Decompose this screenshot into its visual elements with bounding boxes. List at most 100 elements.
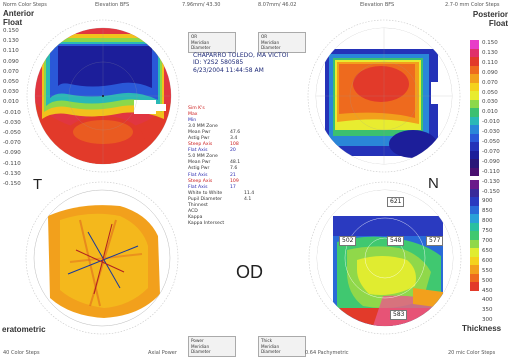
info-line: OR [261,34,268,39]
elevation-center-2: 8.07mm/ 46.02 [258,2,297,8]
anterior-elevation-map[interactable] [22,14,184,176]
stats-row: 5.0 MM Zone [188,154,254,160]
posterior-elevation-map[interactable] [303,14,465,176]
stats-label: Steep Axis [188,142,213,148]
stats-row: Thinnest [188,203,254,209]
info-line: Diameter [191,349,211,354]
stats-label: ACD [188,208,198,214]
left-scale-tick: -0.050 [3,130,21,136]
left-scale-tick: 0.070 [3,68,19,75]
right-scale-swatch [470,222,479,231]
left-scale-tick: -0.010 [3,109,21,116]
right-scale-tick: 750 [482,228,493,235]
stats-row: Mean Pwr 48.1 [188,160,254,166]
right-scale-swatch [470,265,479,274]
stats-row: Astig Pwr 3.4 [188,136,254,142]
right-scale-swatch [470,167,479,176]
info-line: Meridian [191,343,210,349]
right-scale-swatch [470,248,479,257]
stats-label: Astig Pwr [188,136,210,142]
right-scale-swatch [470,65,479,74]
right-scale-tick: 700 [482,238,493,244]
right-scale-tick: 650 [482,247,493,254]
left-scale-tick: -0.090 [3,150,21,157]
patient-id: ID: Y2S2 580585 [193,59,244,67]
right-scale-swatch [470,150,479,159]
right-scale-tick: 550 [482,267,493,274]
footer-center-right: 0.64 Pachymetric [305,350,349,356]
footer-center-left: Axial Power [148,350,177,356]
stats-row: Flat Axis 17 [188,185,254,191]
right-scale-swatch [470,180,479,189]
stats-label: Mean Pwr [188,130,211,136]
info-box-top-right: OR Meridian Diameter [258,32,306,53]
right-scale-swatch [470,40,479,49]
left-scale-tick: 0.090 [3,58,19,65]
keratometric-label: eratometric [2,325,46,334]
info-line: Thick [261,338,273,343]
right-scale-swatch [470,188,479,197]
stats-label: 3.0 MM Zone [188,124,218,130]
keratometric-map[interactable] [20,176,184,340]
left-scale-tick: 0.010 [3,99,19,106]
right-scale-swatch [470,159,479,168]
nasal-label: N [428,175,439,192]
right-scale-swatch [470,57,479,66]
info-line: Meridian [261,343,280,349]
stats-row: Flat Axis 21 [188,173,254,179]
right-scale-title: 2.7-0 mm Color Steps [445,2,500,8]
info-box-top-left: OR Meridian Diameter [188,32,236,53]
stats-value-secondary: 4.1 [244,196,252,202]
stats-value: 20 [230,148,236,154]
right-scale-swatch [470,256,479,265]
right-scale-tick: -0.070 [482,148,500,155]
right-scale-swatch [470,142,479,151]
stats-row: ACD [188,209,254,215]
info-box-bottom-left: Power Meridian Diameter [188,336,236,357]
left-scale-tick: -0.150 [3,181,21,187]
right-scale-swatch [470,273,479,282]
right-scale-tick: 900 [482,198,493,205]
temporal-label: T [33,176,43,193]
thickness-value: 577 [426,236,444,246]
stats-label: Thinnest [188,202,208,208]
right-scale-swatch [470,231,479,240]
stats-value: 48.1 [230,160,241,166]
stats-label: Astig Pwr [188,166,210,172]
right-scale-heading: Posterior Float [470,10,508,28]
stats-label: Flat Axis [188,148,208,154]
right-scale-tick: 0.150 [482,40,498,46]
left-scale-tick: 0.150 [3,28,19,34]
right-scale-swatch [470,133,479,142]
stats-label: Sim K's [188,106,205,111]
left-scale-title: Norm Color Steps [3,2,47,8]
left-scale-heading-line2: Float [3,18,23,27]
right-scale-tick: 500 [482,277,493,284]
stats-label: White to White [188,190,223,196]
left-scale-tick: 0.110 [3,48,19,55]
stats-value: 3.4 [230,136,238,142]
footer-right: 20 mic Color Steps [448,350,496,356]
stats-row: Astig Pwr 7.6 [188,166,254,172]
info-line: Meridian [191,39,210,45]
stats-label: Max [188,112,198,118]
stats-row: Kappa [188,215,254,221]
pachymetry-map[interactable] [303,176,467,340]
right-scale-tick: 400 [482,297,493,304]
left-scale-heading: Anterior Float [3,9,34,27]
right-scale-heading-line2: Float [488,19,508,28]
exam-datetime: 6/23/2004 11:44:58 AM [193,66,264,74]
stats-value: 7.6 [230,166,238,172]
stats-row: Min [188,118,254,124]
stats-label: Min [188,118,197,124]
stats-value: 47.6 [230,130,241,136]
stats-row: Steep Axis 108 [188,142,254,148]
stats-label: Kappa [188,214,203,220]
left-scale-heading-line1: Anterior [3,9,35,18]
stats-label: 5.0 MM Zone [188,154,218,160]
right-scale-tick: -0.010 [482,119,500,126]
stats-label: Kappa Intersect [188,220,225,226]
thickness-value: 548 [387,236,405,246]
right-scale-tick: 0.010 [482,109,498,116]
left-scale-tick: 0.030 [3,89,19,96]
